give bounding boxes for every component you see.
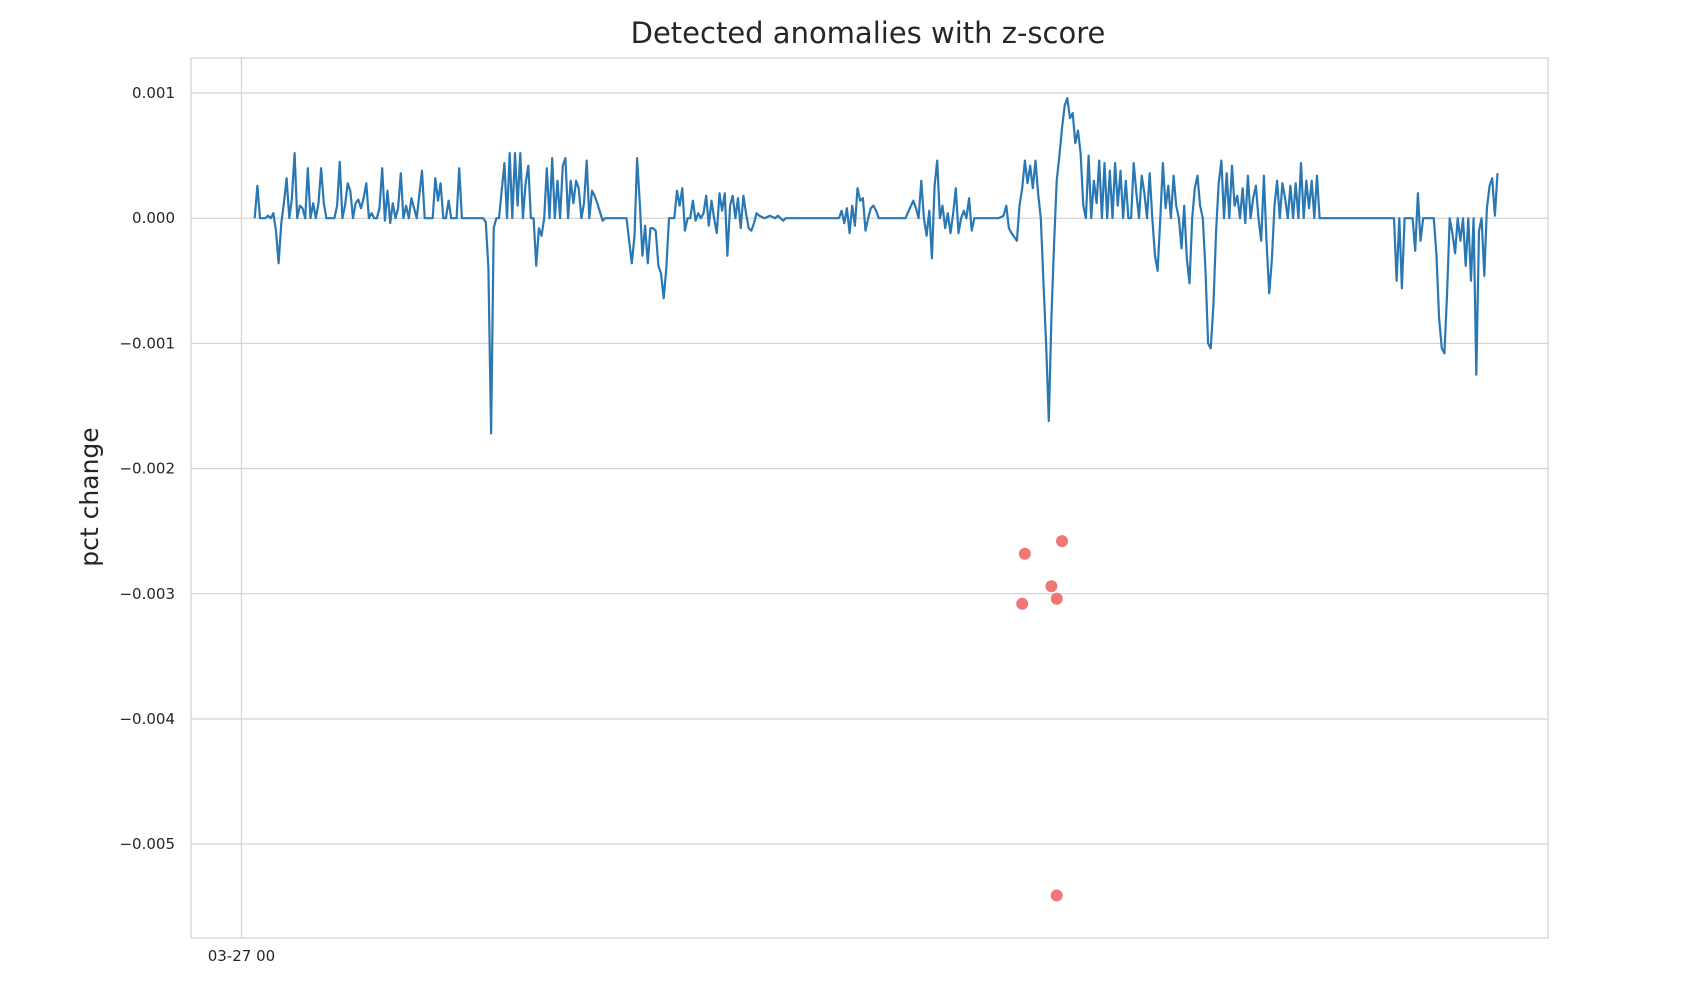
y-tick-label: −0.003 bbox=[119, 585, 175, 603]
anomaly-point bbox=[1045, 580, 1058, 593]
y-tick-label: 0.001 bbox=[132, 84, 175, 102]
y-gridlines bbox=[191, 92, 1548, 845]
y-tick-label: −0.002 bbox=[119, 460, 175, 478]
x-tick-label: 03-27 00 bbox=[208, 947, 275, 965]
chart-title: Detected anomalies with z-score bbox=[631, 16, 1106, 50]
anomaly-point bbox=[1050, 889, 1063, 902]
x-tick-labels: 03-27 0003-27 0103-27 0203-27 0303-27 04… bbox=[208, 947, 275, 965]
y-axis-label: pct change bbox=[75, 427, 104, 566]
x-gridlines bbox=[240, 58, 243, 938]
anomaly-point bbox=[1018, 547, 1031, 560]
y-tick-label: 0.000 bbox=[132, 209, 175, 227]
y-tick-label: −0.001 bbox=[119, 334, 175, 352]
anomaly-point bbox=[1056, 535, 1069, 548]
y-tick-label: −0.004 bbox=[119, 710, 175, 728]
series-layer bbox=[253, 97, 1499, 902]
series-line bbox=[253, 97, 1499, 435]
anomaly-point bbox=[1016, 597, 1029, 610]
plot-frame bbox=[190, 57, 1549, 939]
anomaly-point bbox=[1050, 592, 1063, 605]
y-tick-labels: 0.001 0.000 −0.001 −0.002 −0.003 −0.004 −0.005 bbox=[119, 84, 175, 853]
y-tick-label: −0.005 bbox=[119, 835, 175, 853]
